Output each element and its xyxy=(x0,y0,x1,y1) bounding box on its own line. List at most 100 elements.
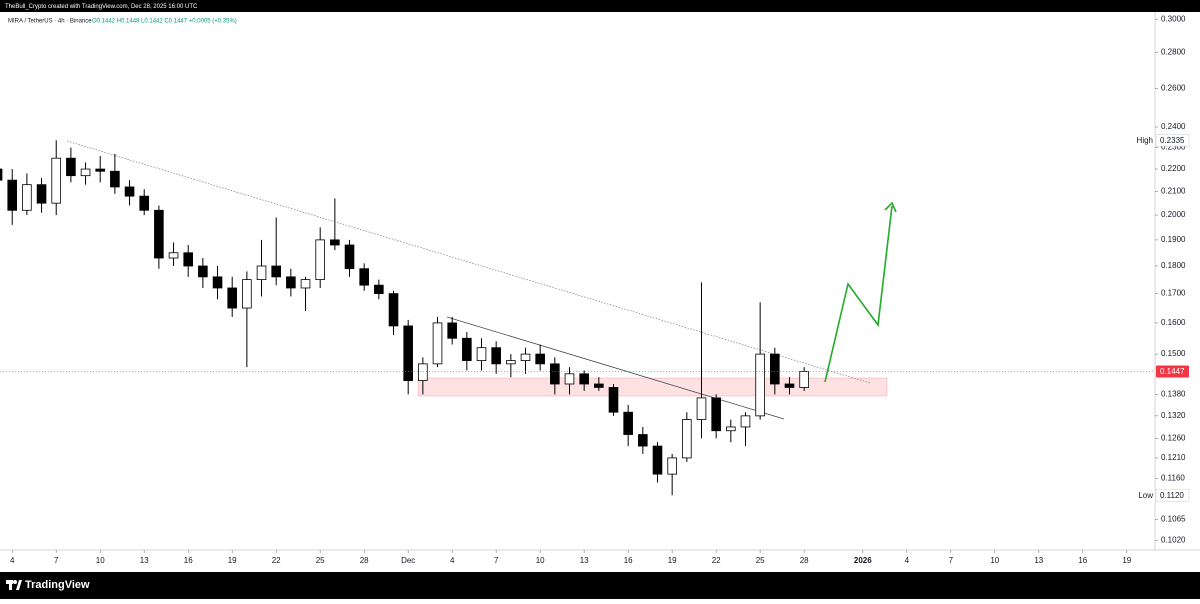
marker-value: 0.1120 xyxy=(1160,491,1184,500)
candle-body xyxy=(462,337,472,361)
candle-body xyxy=(520,353,531,361)
y-tick-label: 0.3000 xyxy=(1161,14,1186,23)
x-tick-label: 16 xyxy=(184,556,193,565)
candle-body xyxy=(799,371,809,388)
y-tick-label: 0.1700 xyxy=(1161,289,1186,298)
y-tick-label: 0.1900 xyxy=(1161,235,1186,244)
candle xyxy=(682,412,692,462)
candle xyxy=(139,189,150,216)
candle xyxy=(330,198,340,251)
marker-name-box xyxy=(1134,134,1155,147)
candle-body xyxy=(550,363,560,385)
x-tick-label: 25 xyxy=(756,556,765,565)
arrow-head xyxy=(884,201,897,213)
candle-body xyxy=(432,322,443,365)
x-tick-label: 4 xyxy=(10,556,15,565)
logo xyxy=(6,580,22,590)
y-tick-label: 0.2000 xyxy=(1161,210,1186,219)
candle xyxy=(256,239,267,297)
candle xyxy=(520,347,531,374)
candle-body xyxy=(755,353,765,417)
candle-body xyxy=(22,184,32,211)
candle xyxy=(652,442,663,483)
candle-body xyxy=(139,195,150,211)
ohlc-text: O0.1442 H0.1448 L0.1442 C0.1447 +0.0005 … xyxy=(92,19,237,25)
candle-body xyxy=(36,184,47,204)
candle-body xyxy=(330,239,340,246)
candle xyxy=(447,316,457,345)
candle xyxy=(711,394,721,439)
candle xyxy=(242,271,252,368)
marker-name: High xyxy=(1137,136,1153,145)
candle-body xyxy=(506,360,516,365)
y-tick-label: 0.1380 xyxy=(1161,389,1186,398)
candle-body xyxy=(66,157,76,177)
candle xyxy=(550,357,560,395)
candle-body xyxy=(476,347,487,361)
candle-body xyxy=(7,179,18,211)
candle-body xyxy=(726,426,736,432)
candle xyxy=(462,332,472,371)
candle-body xyxy=(447,322,457,339)
candle xyxy=(535,344,545,371)
candle xyxy=(667,453,677,496)
x-tick-label: 16 xyxy=(624,556,633,565)
logo-mark xyxy=(13,580,17,584)
x-tick-label: 2026 xyxy=(854,556,872,565)
candle-body xyxy=(315,239,325,281)
candle xyxy=(124,180,135,206)
y-tick-label: 0.1260 xyxy=(1161,433,1186,442)
candle xyxy=(36,177,47,213)
y-tick-label: 0.2200 xyxy=(1161,164,1186,173)
y-tick-label: 0.1065 xyxy=(1161,515,1186,524)
y-tick-label: 0.2400 xyxy=(1161,122,1186,131)
candle xyxy=(740,412,751,447)
logo-mark xyxy=(9,580,12,590)
y-tick-label: 0.1210 xyxy=(1161,453,1186,462)
candle xyxy=(726,419,736,443)
logo-mark xyxy=(16,580,22,590)
candle-body xyxy=(227,287,237,309)
drawings xyxy=(66,140,897,420)
candle-body xyxy=(579,373,589,385)
candle-body xyxy=(154,209,164,259)
y-tick-label: 0.2300 xyxy=(1161,143,1186,152)
candle xyxy=(300,276,311,311)
candle-body xyxy=(491,347,501,365)
candle-body xyxy=(183,252,194,267)
candle xyxy=(227,276,237,317)
candle-body xyxy=(418,363,428,381)
candle-body xyxy=(608,387,619,413)
candle xyxy=(491,341,501,374)
candle-body xyxy=(388,293,399,327)
candle-body xyxy=(652,445,663,475)
candle xyxy=(506,354,516,378)
candle xyxy=(22,173,32,216)
candle-body xyxy=(374,284,384,295)
candle xyxy=(7,169,18,225)
marker-name: Low xyxy=(1138,491,1153,500)
marker-value-box xyxy=(1155,133,1190,147)
candle xyxy=(770,347,780,395)
plot: 0.3000 0.2800 0.2600 0.2400 0.2300 0.2200 0.21… xyxy=(0,14,1190,565)
candle xyxy=(564,367,575,395)
y-tick-label: 0.1160 xyxy=(1161,473,1185,482)
candle-body xyxy=(198,265,208,278)
x-tick-label: Dec xyxy=(401,556,415,565)
candle xyxy=(623,405,633,447)
candle xyxy=(476,338,487,371)
x-tick-label: 28 xyxy=(360,556,369,565)
credit: TheBull_Crypto created with TradingView.… xyxy=(5,4,198,10)
candle-body xyxy=(623,411,633,435)
y-tick-label: 0.1800 xyxy=(1161,261,1186,270)
x-tick-label: 13 xyxy=(1034,556,1043,565)
x-tick-label: 4 xyxy=(450,556,455,565)
candle-body xyxy=(696,397,707,420)
candle xyxy=(359,263,369,291)
marker-value-box xyxy=(1155,488,1190,502)
candle xyxy=(286,268,296,297)
candle xyxy=(154,205,164,269)
candle-body xyxy=(124,186,135,197)
top-bar xyxy=(0,0,1200,12)
